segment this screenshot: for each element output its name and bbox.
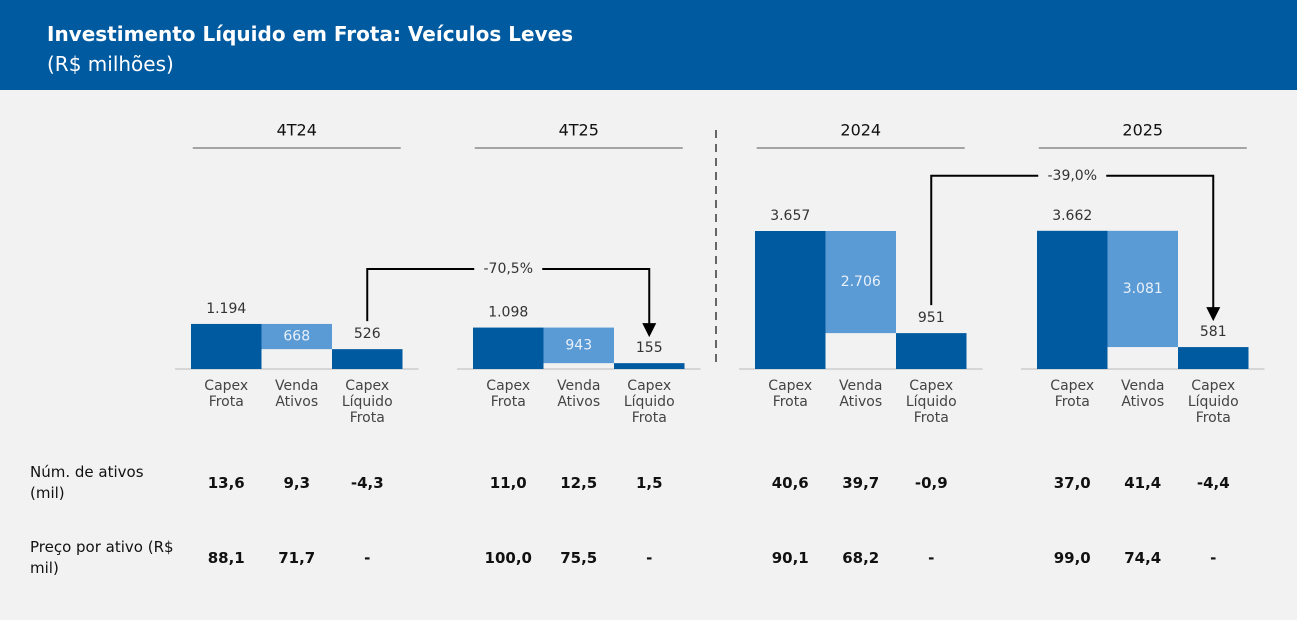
value-label: 526 xyxy=(354,326,381,342)
table-cell: 75,5 xyxy=(560,549,598,567)
annotation: -39,0% xyxy=(1047,168,1097,184)
value-label: 3.662 xyxy=(1052,208,1092,224)
table-cell: 39,7 xyxy=(842,474,880,492)
table-cell: 11,0 xyxy=(489,474,527,492)
value-label: 951 xyxy=(918,310,945,326)
group-label: 2024 xyxy=(840,121,881,140)
table-cell: 90,1 xyxy=(771,549,809,567)
category-label: Capex Frota xyxy=(204,378,249,410)
table-cell: 71,7 xyxy=(278,549,316,567)
arrowhead xyxy=(1206,307,1221,322)
value-label: 1.098 xyxy=(488,305,528,321)
bar xyxy=(825,231,896,334)
bar xyxy=(543,327,614,364)
category-label: Capex Líquido Frota xyxy=(623,378,675,426)
table-cell: 9,3 xyxy=(283,474,311,492)
table-cell: - xyxy=(928,549,935,567)
bar xyxy=(755,231,826,369)
table-cell: 37,0 xyxy=(1053,474,1091,492)
bar xyxy=(1107,230,1178,348)
subtitle: (R$ milhões) xyxy=(47,52,174,76)
bar xyxy=(473,327,544,369)
arrowhead xyxy=(642,323,657,338)
row-label: Núm. de ativos (mil) xyxy=(30,463,144,502)
table-cell: 100,0 xyxy=(484,549,532,567)
category-label: Venda Ativos xyxy=(1121,378,1165,410)
category-label: Venda Ativos xyxy=(839,378,883,410)
value-label: 943 xyxy=(565,337,592,353)
value-label: 581 xyxy=(1200,324,1227,340)
group-label: 4T25 xyxy=(559,121,599,140)
table-cell: 99,0 xyxy=(1053,549,1091,567)
table-cell: 40,6 xyxy=(771,474,809,492)
table-cell: 41,4 xyxy=(1124,474,1162,492)
category-label: Venda Ativos xyxy=(557,378,601,410)
table-cell: -4,3 xyxy=(350,474,384,492)
annotation-bg xyxy=(1038,165,1107,186)
category-label: Capex Líquido Frota xyxy=(905,378,957,426)
value-label: 1.194 xyxy=(206,301,246,317)
bar xyxy=(614,363,685,369)
table-cell: -0,9 xyxy=(914,474,948,492)
value-label: 155 xyxy=(636,340,663,356)
bar xyxy=(896,333,967,369)
bar xyxy=(1178,347,1249,369)
category-label: Capex Líquido Frota xyxy=(1187,378,1239,426)
title: Investimento Líquido em Frota: Veículos … xyxy=(47,22,574,46)
category-label: Capex Líquido Frota xyxy=(341,378,393,426)
table-cell: 68,2 xyxy=(842,549,880,567)
annotation: -70,5% xyxy=(483,261,533,277)
table-cell: 74,4 xyxy=(1124,549,1162,567)
table-cell: - xyxy=(364,549,371,567)
table-cell: -4,4 xyxy=(1196,474,1230,492)
bar xyxy=(261,323,332,350)
table-cell: 1,5 xyxy=(635,474,663,492)
group-label: 4T24 xyxy=(277,121,317,140)
category-label: Capex Frota xyxy=(486,378,531,410)
bar xyxy=(332,349,403,369)
table-cell: 88,1 xyxy=(207,549,245,567)
header: Investimento Líquido em Frota: Veículos … xyxy=(0,0,1297,90)
category-label: Venda Ativos xyxy=(275,378,319,410)
bar xyxy=(191,323,262,369)
value-label: 2.706 xyxy=(841,274,881,290)
table-cell: - xyxy=(1210,549,1217,567)
bar xyxy=(1037,230,1108,369)
value-label: 668 xyxy=(283,329,310,345)
group-label: 2025 xyxy=(1122,121,1163,140)
table-cell: - xyxy=(646,549,653,567)
table-cell: 13,6 xyxy=(207,474,245,492)
table-cell: 12,5 xyxy=(560,474,598,492)
annotation-bg xyxy=(474,258,543,279)
category-label: Capex Frota xyxy=(1050,378,1095,410)
row-label: Preço por ativo (R$ mil) xyxy=(30,538,174,577)
value-label: 3.081 xyxy=(1123,281,1163,297)
value-label: 3.657 xyxy=(770,208,810,224)
category-label: Capex Frota xyxy=(768,378,813,410)
